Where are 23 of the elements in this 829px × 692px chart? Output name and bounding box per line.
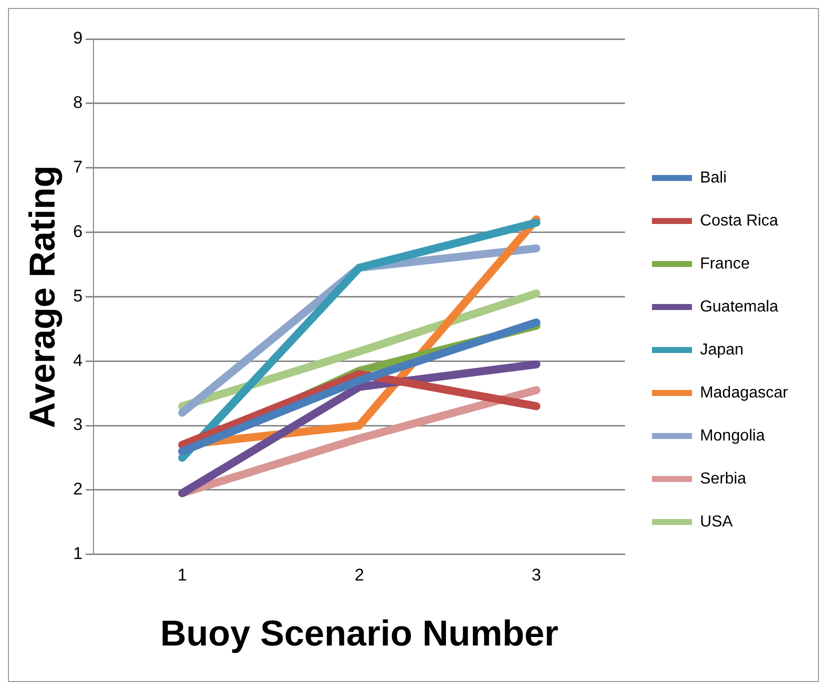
y-tick-label: 7 (73, 158, 83, 177)
legend-label: Costa Rica (700, 212, 778, 230)
legend-label: USA (700, 513, 734, 530)
legend-label: France (700, 255, 750, 272)
y-tick-label: 5 (73, 286, 83, 306)
x-tick-label: 3 (532, 565, 542, 584)
y-tick-label: 9 (73, 28, 83, 48)
y-tick-label: 6 (73, 222, 83, 241)
y-tick-label: 3 (73, 415, 83, 434)
y-tick-label: 8 (73, 93, 83, 112)
legend-label: Serbia (700, 470, 746, 488)
legend-label: Madagascar (700, 384, 789, 402)
y-axis-title: Average Rating (22, 165, 63, 428)
legend-label: Mongolia (700, 427, 765, 444)
x-axis-title: Buoy Scenario Number (160, 612, 558, 654)
legend-label: Japan (700, 341, 744, 358)
x-tick-label: 2 (354, 565, 364, 584)
legend-label: Bali (700, 169, 727, 186)
x-tick-label: 1 (177, 565, 187, 584)
legend-label: Guatemala (700, 298, 778, 316)
y-tick-label: 2 (73, 480, 83, 499)
y-tick-label: 4 (73, 350, 83, 370)
y-tick-label: 1 (73, 544, 83, 564)
